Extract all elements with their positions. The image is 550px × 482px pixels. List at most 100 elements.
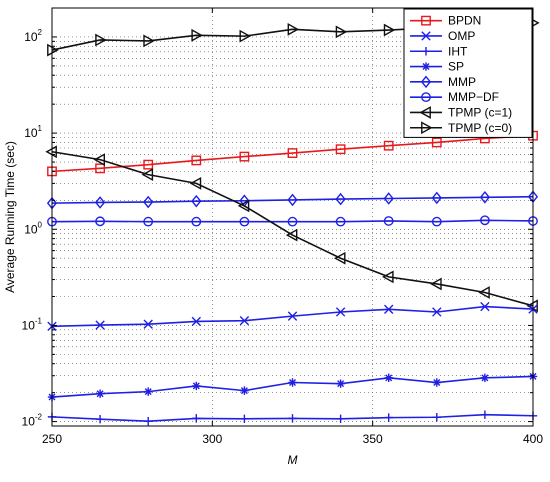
legend-entry: TPMP (c=1) bbox=[410, 105, 512, 119]
data-point bbox=[192, 414, 201, 423]
data-point bbox=[191, 155, 202, 166]
ticks: 250 300 350 400 10-2 10-1 100 101 102 bbox=[22, 7, 543, 446]
series-mmp bbox=[46, 190, 539, 210]
data-point bbox=[384, 413, 393, 422]
data-point bbox=[478, 286, 490, 299]
legend-marker bbox=[421, 92, 431, 103]
data-point bbox=[191, 316, 201, 327]
data-point bbox=[141, 168, 154, 182]
legend-marker bbox=[419, 106, 431, 119]
legend-label: IHT bbox=[448, 44, 468, 58]
data-point bbox=[287, 193, 298, 207]
legend-marker bbox=[421, 62, 431, 71]
data-point bbox=[335, 307, 346, 317]
data-point bbox=[143, 216, 154, 227]
data-point bbox=[480, 373, 490, 383]
series-mmp-df bbox=[47, 215, 538, 227]
legend-entry: OMP bbox=[410, 29, 475, 43]
x-tick-label: 300 bbox=[202, 432, 222, 446]
series-line bbox=[51, 219, 534, 223]
data-point bbox=[191, 216, 202, 227]
y-tick-label: 102 bbox=[24, 28, 42, 44]
legend-entry: MMP bbox=[410, 75, 476, 89]
data-point bbox=[335, 192, 346, 206]
data-point bbox=[143, 159, 154, 170]
legend-marker bbox=[421, 31, 431, 41]
data-point bbox=[191, 28, 203, 42]
data-point bbox=[335, 216, 346, 227]
x-axis-label: M bbox=[288, 453, 298, 467]
data-point bbox=[336, 414, 345, 423]
data-point bbox=[239, 216, 250, 227]
data-point bbox=[239, 29, 252, 43]
data-point bbox=[431, 137, 442, 148]
data-point bbox=[192, 381, 201, 391]
data-point bbox=[480, 301, 490, 312]
data-point bbox=[240, 414, 249, 423]
x-tick-label: 350 bbox=[363, 432, 383, 446]
data-point bbox=[383, 192, 394, 205]
data-point bbox=[383, 23, 396, 37]
legend-marker bbox=[421, 47, 431, 56]
legend-label: BPDN bbox=[448, 14, 481, 28]
data-point bbox=[95, 163, 106, 174]
data-point bbox=[287, 148, 298, 158]
data-point bbox=[143, 34, 155, 48]
series-iht bbox=[47, 410, 538, 426]
legend-label: OMP bbox=[448, 29, 475, 43]
series-line bbox=[51, 150, 534, 307]
legend-label: MMP−DF bbox=[448, 90, 499, 104]
data-point bbox=[288, 378, 297, 387]
data-point bbox=[333, 251, 346, 265]
legend-label: TPMP (c=0) bbox=[448, 121, 512, 135]
data-point bbox=[288, 414, 297, 423]
data-point bbox=[191, 194, 202, 208]
series-line bbox=[51, 134, 534, 173]
data-point bbox=[432, 378, 441, 387]
legend-entry: SP bbox=[410, 60, 464, 74]
y-axis-label: Average Running Time (sec) bbox=[3, 141, 17, 293]
data-point bbox=[479, 215, 490, 226]
data-point bbox=[432, 413, 441, 422]
x-tick-label: 250 bbox=[42, 432, 62, 446]
data-point bbox=[384, 373, 393, 383]
data-point bbox=[144, 416, 153, 426]
data-point bbox=[95, 320, 105, 330]
data-point bbox=[95, 33, 107, 47]
data-point bbox=[432, 307, 442, 317]
legend-entry: MMP−DF bbox=[410, 90, 499, 104]
y-tick-label: 10-2 bbox=[22, 413, 43, 429]
data-point bbox=[431, 191, 442, 205]
data-point bbox=[287, 216, 298, 227]
data-point bbox=[239, 151, 250, 162]
plot-frame bbox=[51, 7, 534, 427]
y-tick-label: 101 bbox=[24, 124, 42, 140]
data-point bbox=[237, 199, 250, 213]
y-tick-label: 100 bbox=[24, 220, 42, 236]
x-tick-label: 400 bbox=[523, 432, 543, 446]
data-point bbox=[189, 177, 202, 190]
series-sp bbox=[47, 372, 538, 402]
legend-entry: IHT bbox=[410, 44, 468, 58]
data-point bbox=[336, 379, 345, 388]
data-point bbox=[143, 319, 153, 329]
data-point bbox=[287, 22, 300, 36]
legend-entry: TPMP (c=0) bbox=[410, 121, 512, 135]
legend-label: MMP bbox=[448, 75, 476, 89]
data-point bbox=[240, 386, 249, 395]
data-point bbox=[95, 216, 106, 227]
legend-label: SP bbox=[448, 60, 464, 74]
data-point bbox=[335, 25, 348, 39]
data-point bbox=[95, 414, 105, 424]
legend-marker bbox=[421, 15, 431, 26]
data-point bbox=[95, 196, 106, 209]
legend-box bbox=[403, 8, 533, 138]
data-point bbox=[287, 311, 298, 321]
legend-label: TPMP (c=1) bbox=[448, 105, 512, 119]
data-point bbox=[144, 387, 153, 396]
series-bpdn bbox=[47, 130, 538, 177]
series-line bbox=[51, 195, 534, 204]
